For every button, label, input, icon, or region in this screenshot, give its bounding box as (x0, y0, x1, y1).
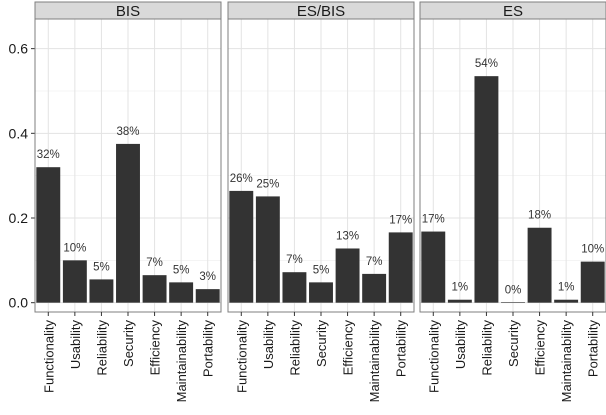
data-label: 0% (505, 285, 522, 297)
x-tick-label: Maintainability (559, 320, 574, 403)
x-tick-label: Functionality (426, 320, 441, 393)
bar (62, 260, 87, 303)
x-tick-label: Security (314, 320, 329, 367)
data-label: 5% (313, 264, 330, 276)
data-label: 54% (475, 58, 498, 70)
bar (421, 231, 446, 303)
facet-title: BIS (116, 3, 140, 20)
x-tick-label: Functionality (41, 320, 56, 393)
data-label: 7% (366, 256, 383, 268)
data-label: 10% (581, 244, 604, 256)
x-tick-label: Security (506, 320, 521, 367)
bar (195, 289, 220, 303)
bar (229, 190, 254, 303)
x-tick-label: Functionality (234, 320, 249, 393)
bar (309, 282, 333, 303)
bar (335, 248, 360, 303)
data-label: 5% (93, 261, 110, 273)
bar (388, 232, 413, 303)
x-tick-label: Efficiency (148, 320, 163, 376)
bar (116, 143, 140, 303)
data-label: 5% (173, 264, 190, 276)
data-label: 26% (230, 173, 253, 185)
facet-title: ES (503, 3, 523, 20)
bar (89, 279, 114, 303)
x-tick-label: Portability (201, 320, 216, 378)
x-tick-label: Maintainability (367, 320, 382, 403)
data-label: 38% (116, 126, 139, 138)
x-tick-label: Usability (453, 320, 468, 370)
bar (474, 76, 499, 303)
bar (554, 299, 579, 303)
facet-panel: ES 17% Functionality 1% Usability 54% Reliabil… (419, 1, 606, 403)
facet-panels: BIS 32% Functionality 10% Usability 5% Reliabi… (34, 1, 606, 403)
x-tick-label: Usability (261, 320, 276, 370)
facet-panel: BIS 32% Functionality 10% Usability 5% Reliabi… (34, 1, 222, 403)
data-label: 13% (336, 230, 359, 242)
bar (580, 261, 605, 303)
data-label: 7% (146, 257, 163, 269)
data-label: 3% (199, 271, 216, 283)
data-label: 32% (37, 149, 60, 161)
data-label: 18% (528, 210, 551, 222)
data-label: 17% (422, 214, 445, 226)
data-label: 25% (256, 178, 279, 190)
y-axis: 0.0 0.2 0.4 0.6 (9, 41, 35, 311)
x-tick-label: Reliability (479, 320, 494, 376)
y-tick-label: 0.2 (9, 210, 29, 226)
bar (255, 196, 280, 303)
data-label: 7% (286, 254, 303, 266)
facet-title: ES/BIS (297, 3, 345, 20)
x-tick-label: Efficiency (341, 320, 356, 376)
data-label: 10% (63, 242, 86, 254)
x-tick-label: Maintainability (174, 320, 189, 403)
data-label: 17% (389, 214, 412, 226)
x-tick-label: Security (121, 320, 136, 367)
x-tick-label: Portability (394, 320, 409, 378)
x-tick-label: Reliability (94, 320, 109, 376)
y-tick-label: 0.4 (9, 125, 29, 141)
data-label: 1% (452, 282, 469, 294)
x-tick-label: Portability (586, 320, 601, 378)
x-tick-label: Efficiency (533, 320, 548, 376)
bar (362, 273, 387, 303)
x-tick-label: Usability (68, 320, 83, 370)
bar (527, 227, 552, 303)
facet-panel: ES/BIS 26% Functionality 25% Usability 7% Reli… (227, 1, 415, 403)
y-tick-label: 0.0 (9, 295, 29, 311)
bar (447, 299, 472, 303)
x-tick-label: Reliability (287, 320, 302, 376)
data-label: 1% (558, 282, 575, 294)
bar (36, 167, 61, 303)
bar (501, 302, 525, 303)
y-tick-label: 0.6 (9, 41, 29, 57)
bar (142, 275, 167, 303)
bar (282, 272, 307, 303)
bar (169, 282, 194, 303)
